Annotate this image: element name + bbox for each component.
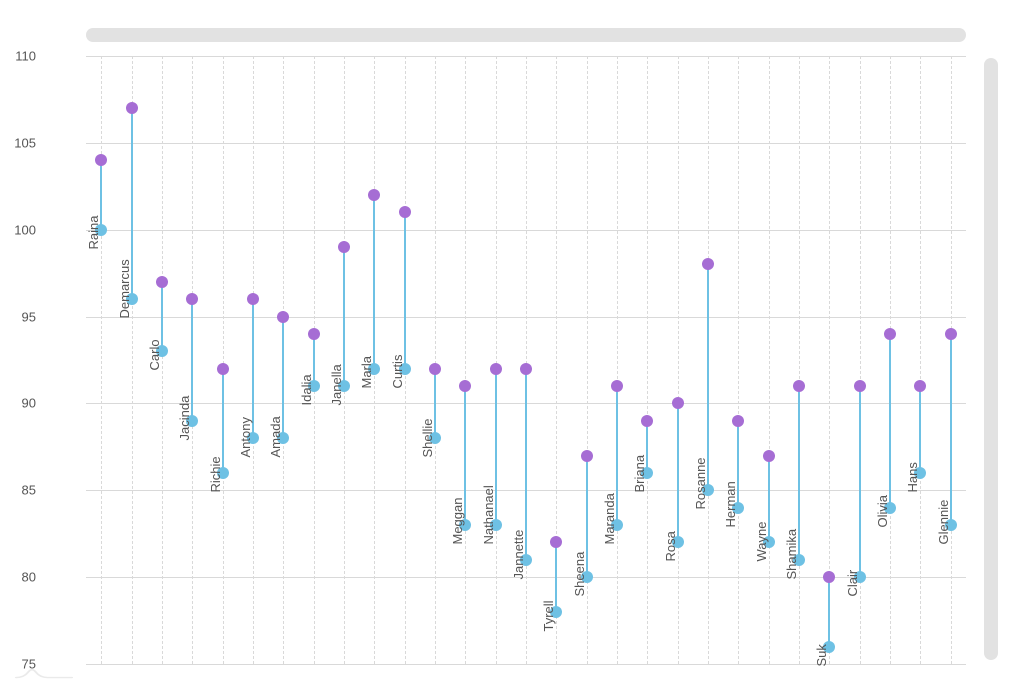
marker-high[interactable] xyxy=(854,380,866,392)
x-category-label: Amada xyxy=(268,416,283,457)
x-category-label: Raina xyxy=(86,215,101,249)
v-gridline xyxy=(101,56,102,664)
v-gridline xyxy=(769,56,770,664)
marker-high[interactable] xyxy=(399,206,411,218)
amcharts-logo[interactable] xyxy=(14,666,74,680)
marker-high[interactable] xyxy=(308,328,320,340)
x-category-label: Hans xyxy=(905,462,920,492)
y-tick-label: 85 xyxy=(22,483,36,498)
y-tick-label: 105 xyxy=(14,135,36,150)
marker-high[interactable] xyxy=(459,380,471,392)
x-category-label: Curtis xyxy=(390,354,405,388)
x-category-label: Shamika xyxy=(784,529,799,580)
marker-high[interactable] xyxy=(217,363,229,375)
v-gridline xyxy=(799,56,800,664)
v-gridline xyxy=(526,56,527,664)
dumbbell-stem xyxy=(707,264,709,490)
y-tick-label: 90 xyxy=(22,396,36,411)
x-category-label: Janella xyxy=(329,364,344,405)
x-category-label: Clair xyxy=(845,570,860,597)
v-gridline xyxy=(617,56,618,664)
x-category-label: Sheena xyxy=(572,552,587,597)
v-gridline xyxy=(647,56,648,664)
marker-high[interactable] xyxy=(550,536,562,548)
marker-high[interactable] xyxy=(95,154,107,166)
marker-high[interactable] xyxy=(611,380,623,392)
v-gridline xyxy=(162,56,163,664)
x-category-label: Briana xyxy=(632,455,647,493)
v-gridline xyxy=(465,56,466,664)
marker-high[interactable] xyxy=(732,415,744,427)
dumbbell-stem xyxy=(373,195,375,369)
x-category-label: Meggan xyxy=(450,498,465,545)
marker-high[interactable] xyxy=(126,102,138,114)
marker-high[interactable] xyxy=(338,241,350,253)
x-category-label: Demarcus xyxy=(117,259,132,318)
x-category-label: Jannette xyxy=(511,529,526,579)
marker-high[interactable] xyxy=(429,363,441,375)
x-category-label: Antony xyxy=(238,417,253,457)
marker-high[interactable] xyxy=(763,450,775,462)
y-tick-label: 110 xyxy=(15,49,36,64)
v-gridline xyxy=(920,56,921,664)
x-category-label: Tyrell xyxy=(541,600,556,631)
marker-high[interactable] xyxy=(156,276,168,288)
chart-container: 7580859095100105110 RainaDemarcusCarloJa… xyxy=(0,0,1024,690)
marker-high[interactable] xyxy=(186,293,198,305)
marker-high[interactable] xyxy=(277,311,289,323)
marker-high[interactable] xyxy=(914,380,926,392)
marker-high[interactable] xyxy=(702,258,714,270)
h-gridline xyxy=(86,664,966,665)
x-category-label: Rosanne xyxy=(693,458,708,510)
x-category-label: Olivia xyxy=(875,495,890,528)
marker-high[interactable] xyxy=(641,415,653,427)
y-tick-label: 80 xyxy=(22,570,36,585)
x-category-label: Glennie xyxy=(936,500,951,545)
marker-high[interactable] xyxy=(490,363,502,375)
x-category-label: Marla xyxy=(359,356,374,389)
x-category-label: Carlo xyxy=(147,340,162,371)
v-gridline xyxy=(496,56,497,664)
x-category-label: Richie xyxy=(208,456,223,492)
y-axis: 7580859095100105110 xyxy=(0,56,86,664)
v-gridline xyxy=(223,56,224,664)
x-category-label: Rosa xyxy=(663,532,678,562)
marker-high[interactable] xyxy=(368,189,380,201)
x-category-label: Maranda xyxy=(602,493,617,544)
marker-high[interactable] xyxy=(945,328,957,340)
scrollbar-horizontal[interactable] xyxy=(86,28,966,42)
x-category-label: Idalia xyxy=(299,374,314,405)
marker-high[interactable] xyxy=(793,380,805,392)
plot-area[interactable]: Raina Demarcus Carlo Jacinda Richie Antony Ama… xyxy=(86,56,966,664)
dumbbell-stem xyxy=(889,334,891,508)
marker-high[interactable] xyxy=(581,450,593,462)
dumbbell-stem xyxy=(828,577,830,646)
y-tick-label: 100 xyxy=(14,222,36,237)
x-category-label: Shellie xyxy=(420,419,435,458)
marker-high[interactable] xyxy=(823,571,835,583)
marker-high[interactable] xyxy=(884,328,896,340)
x-category-label: Nathanael xyxy=(481,485,496,544)
dumbbell-stem xyxy=(404,212,406,368)
x-category-label: Suk xyxy=(814,644,829,666)
y-tick-label: 95 xyxy=(22,309,36,324)
x-category-label: Wayne xyxy=(754,522,769,562)
dumbbell-stem xyxy=(859,386,861,577)
dumbbell-stem xyxy=(919,386,921,473)
v-gridline xyxy=(678,56,679,664)
dumbbell-stem xyxy=(677,403,679,542)
marker-high[interactable] xyxy=(247,293,259,305)
scrollbar-vertical[interactable] xyxy=(984,58,998,660)
marker-high[interactable] xyxy=(672,397,684,409)
x-category-label: Jacinda xyxy=(177,395,192,440)
v-gridline xyxy=(435,56,436,664)
marker-high[interactable] xyxy=(520,363,532,375)
dumbbell-stem xyxy=(950,334,952,525)
x-category-label: Herman xyxy=(723,481,738,527)
v-gridline xyxy=(738,56,739,664)
